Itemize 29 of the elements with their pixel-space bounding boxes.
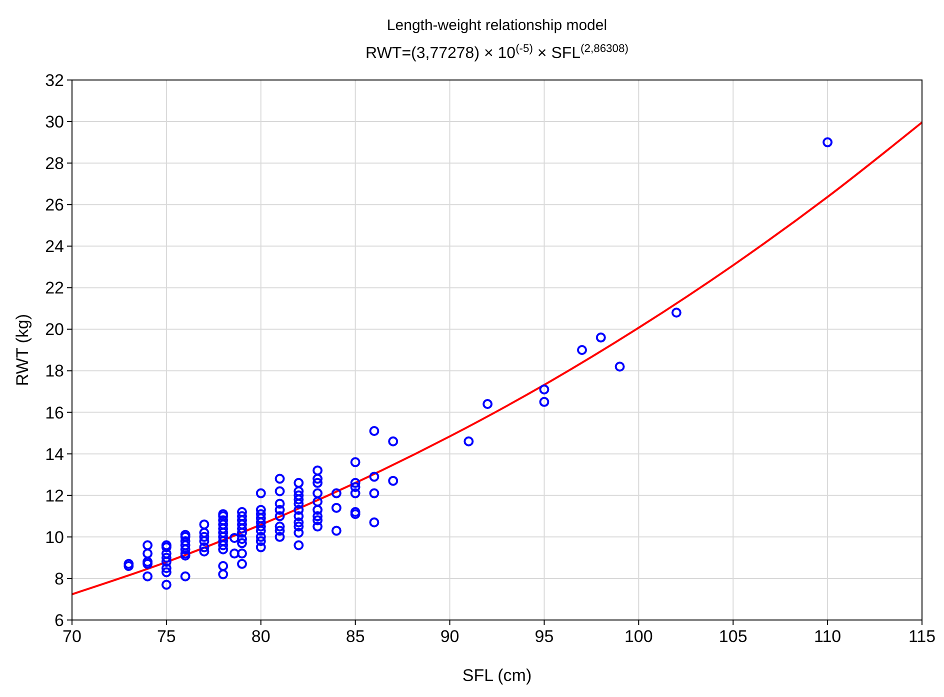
x-tick-label: 80: [251, 627, 270, 646]
x-tick-label: 85: [346, 627, 365, 646]
x-tick-label: 100: [624, 627, 653, 646]
y-axis-title: RWT (kg): [13, 314, 32, 386]
y-tick-label: 28: [45, 154, 64, 174]
x-tick-label: 115: [908, 627, 936, 646]
x-tick-label: 75: [156, 627, 176, 646]
y-tick-label: 16: [45, 403, 64, 422]
y-tick-label: 24: [45, 237, 64, 256]
x-tick-label: 90: [440, 627, 460, 646]
chart-subtitle: RWT=(3,77278) × 10$^{(-5)}$ × SFL$^{(2,86308)}$: [366, 43, 629, 62]
y-tick-label: 14: [45, 444, 64, 464]
x-tick-label: 110: [814, 627, 842, 646]
x-tick-label: 95: [534, 627, 554, 646]
chart-title: Length-weight relationship model: [386, 17, 608, 34]
y-tick-label: 26: [45, 196, 64, 215]
y-tick-label: 32: [45, 70, 64, 90]
y-tick-label: 10: [45, 528, 64, 547]
x-tick-label: 70: [62, 627, 82, 646]
y-tick-label: 6: [54, 610, 64, 630]
y-tick-label: 20: [45, 320, 64, 340]
x-tick-label: 105: [718, 627, 748, 646]
y-tick-label: 18: [45, 362, 64, 381]
y-tick-label: 30: [45, 112, 64, 132]
y-tick-label: 22: [45, 278, 64, 298]
y-tick-label: 8: [54, 569, 64, 588]
line-series: [72, 121, 922, 596]
y-tick-label: 12: [45, 486, 64, 506]
x-axis-title: SFL (cm): [462, 666, 532, 685]
